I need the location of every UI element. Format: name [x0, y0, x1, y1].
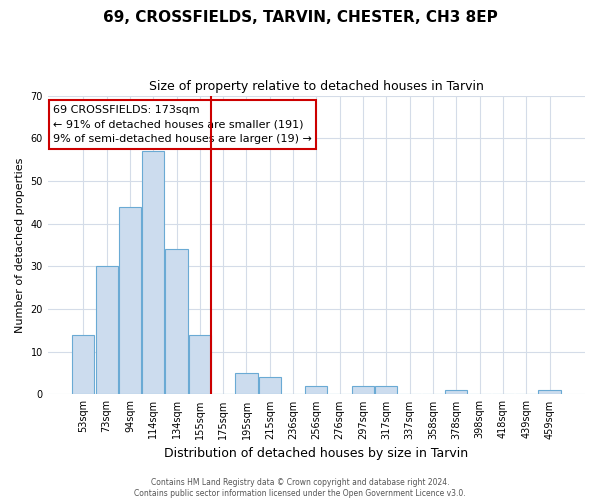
X-axis label: Distribution of detached houses by size in Tarvin: Distribution of detached houses by size … — [164, 447, 469, 460]
Bar — [259, 378, 281, 394]
Bar — [305, 386, 328, 394]
Bar — [142, 151, 164, 394]
Bar — [166, 250, 188, 394]
Bar — [72, 334, 94, 394]
Bar — [95, 266, 118, 394]
Bar — [235, 373, 257, 394]
Bar — [375, 386, 397, 394]
Bar — [189, 334, 211, 394]
Bar — [119, 206, 141, 394]
Bar — [538, 390, 560, 394]
Bar — [352, 386, 374, 394]
Text: Contains HM Land Registry data © Crown copyright and database right 2024.
Contai: Contains HM Land Registry data © Crown c… — [134, 478, 466, 498]
Bar — [445, 390, 467, 394]
Y-axis label: Number of detached properties: Number of detached properties — [15, 158, 25, 332]
Text: 69, CROSSFIELDS, TARVIN, CHESTER, CH3 8EP: 69, CROSSFIELDS, TARVIN, CHESTER, CH3 8E… — [103, 10, 497, 25]
Title: Size of property relative to detached houses in Tarvin: Size of property relative to detached ho… — [149, 80, 484, 93]
Text: 69 CROSSFIELDS: 173sqm
← 91% of detached houses are smaller (191)
9% of semi-det: 69 CROSSFIELDS: 173sqm ← 91% of detached… — [53, 104, 312, 144]
